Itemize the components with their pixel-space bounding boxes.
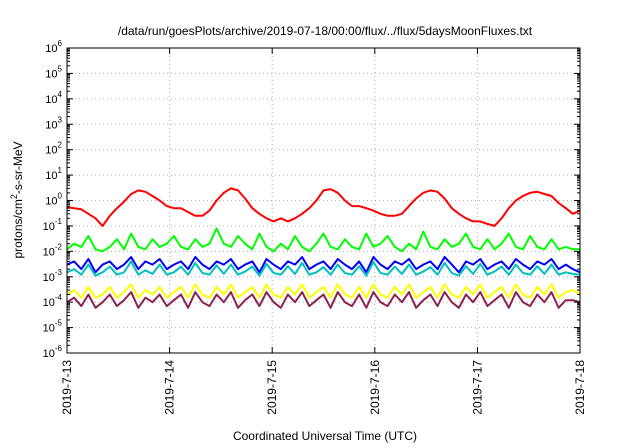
- x-tick-label: 2019-7-13: [60, 360, 74, 415]
- x-tick-label: 2019-7-18: [573, 360, 587, 415]
- y-tick-label: 10-5: [43, 319, 63, 335]
- x-axis-label: Coordinated Universal Time (UTC): [233, 429, 417, 443]
- y-tick-label: 105: [45, 64, 62, 80]
- chart-title: /data/run/goesPlots/archive/2019-07-18/0…: [118, 24, 533, 38]
- y-tick-label: 104: [45, 90, 62, 106]
- x-axis-ticks: 2019-7-13 2019-7-14 2019-7-15 2019-7-16 2019…: [60, 48, 587, 415]
- series-line-4: [66, 260, 581, 277]
- series-lines: [66, 187, 581, 309]
- y-tick-label: 103: [45, 115, 62, 131]
- series-line-3: [66, 256, 581, 274]
- series-line-6: [66, 291, 581, 309]
- y-tick-label: 101: [45, 166, 62, 182]
- x-tick-label: 2019-7-17: [470, 360, 484, 415]
- y-tick-label: 10-3: [43, 268, 63, 284]
- series-line-1: [66, 187, 581, 227]
- grid: [67, 48, 580, 353]
- y-axis-ticks: 10-6 10-5 10-4 10-3 10-2 10-1 100 101 102 103 104 1…: [43, 39, 580, 360]
- y-axis-label: protons/cm2-s-sr-MeV: [9, 141, 25, 258]
- y-tick-label: 10-6: [43, 344, 63, 360]
- y-tick-label: 10-2: [43, 242, 63, 258]
- y-tick-label: 100: [45, 192, 62, 208]
- y-tick-label: 10-4: [43, 293, 63, 309]
- x-tick-label: 2019-7-14: [163, 360, 177, 415]
- series-line-5: [66, 283, 581, 299]
- x-tick-label: 2019-7-16: [368, 360, 382, 415]
- y-tick-label: 102: [45, 141, 62, 157]
- y-tick-label: 106: [45, 39, 62, 55]
- x-tick-label: 2019-7-15: [265, 360, 279, 415]
- y-tick-label: 10-1: [43, 217, 63, 233]
- series-line-2: [66, 227, 580, 253]
